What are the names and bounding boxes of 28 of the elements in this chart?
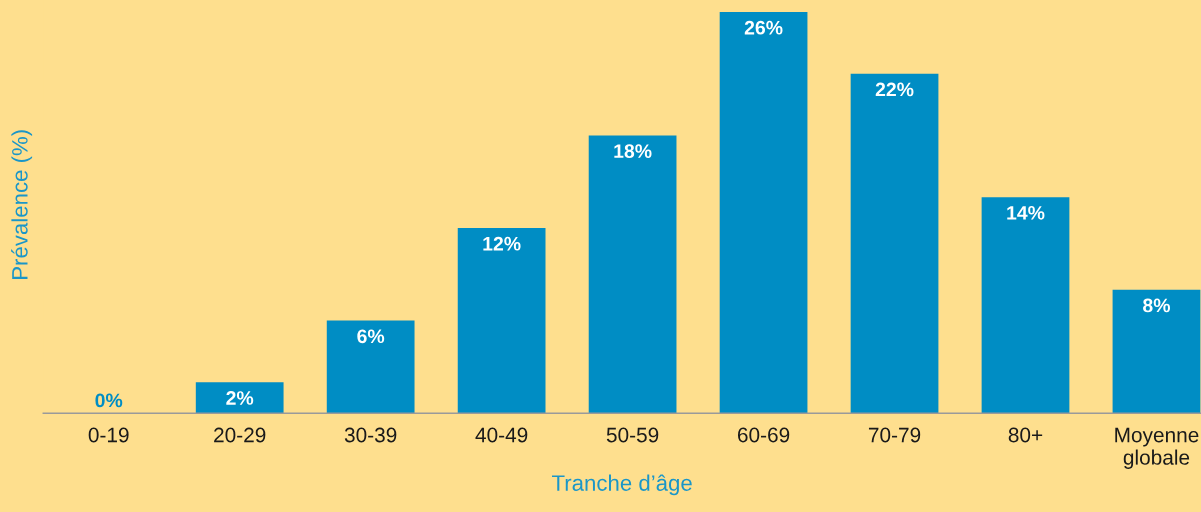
data-label: 14%	[1007, 206, 1045, 220]
x-tick-label: 80+	[1008, 427, 1043, 443]
x-tick-label: 30-39	[344, 427, 397, 443]
data-label: 12%	[483, 236, 521, 251]
bar	[588, 135, 677, 414]
x-tick-label: 50-59	[606, 427, 659, 443]
x-axis-title: Tranche d’âge	[552, 474, 692, 496]
x-tick-label: 20-29	[214, 427, 266, 443]
bar	[719, 12, 808, 414]
y-axis-title: Prévalence (%)	[11, 130, 33, 279]
bar	[195, 382, 284, 414]
data-label: 2%	[226, 391, 254, 405]
x-tick-label: 70-79	[868, 427, 921, 443]
x-tick-label: 60-69	[737, 427, 790, 443]
bar	[981, 197, 1070, 414]
x-tick-label: 0-19	[88, 427, 129, 443]
bar	[457, 228, 546, 414]
bar	[850, 73, 939, 414]
x-tick-label: 40-49	[475, 427, 528, 443]
data-label: 22%	[875, 82, 914, 97]
data-label: 0%	[95, 393, 123, 408]
x-tick-label: Moyenne globale	[1115, 427, 1199, 469]
data-label: 8%	[1143, 298, 1171, 313]
data-label: 26%	[744, 20, 783, 35]
bar	[1112, 289, 1201, 414]
bar	[326, 320, 415, 414]
data-label: 18%	[614, 144, 652, 159]
data-label: 6%	[357, 329, 385, 344]
